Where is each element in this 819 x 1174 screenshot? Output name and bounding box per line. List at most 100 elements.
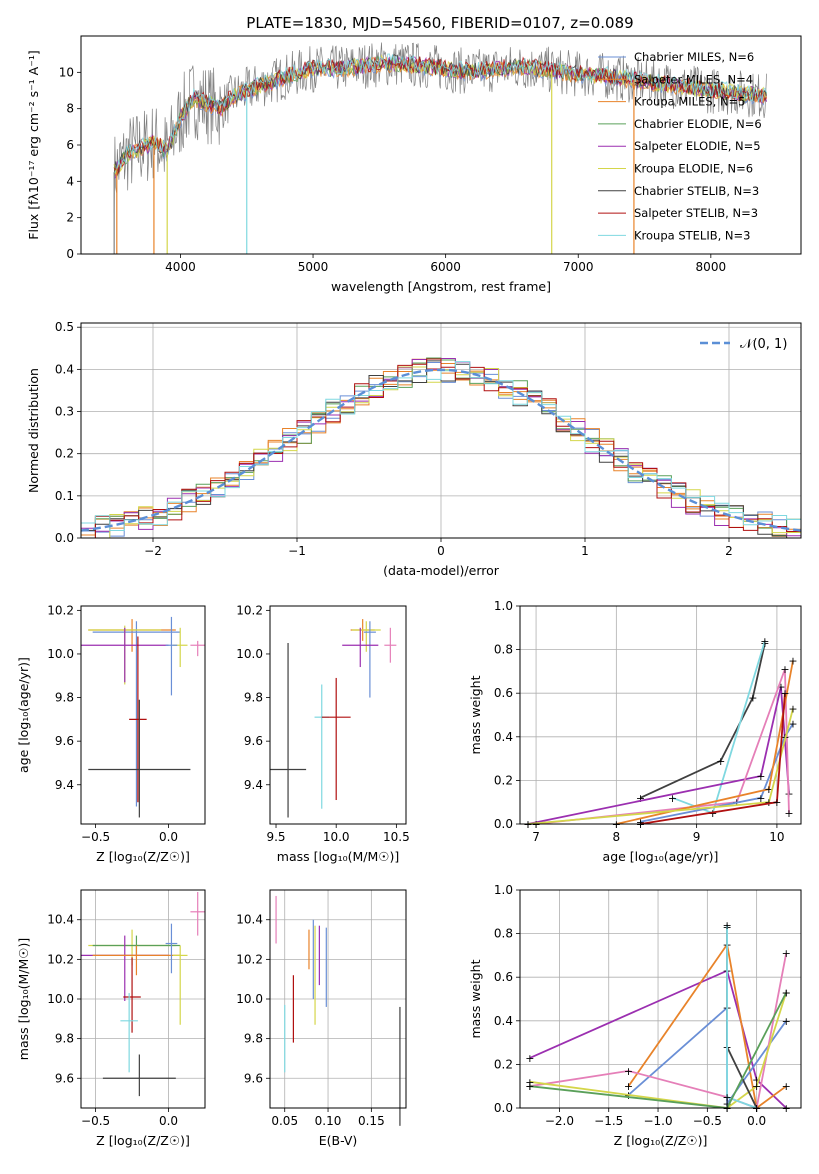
x-tick-label: 0.0 <box>159 830 178 844</box>
weight-marker: + <box>756 770 765 783</box>
x-tick-label: 9.5 <box>266 830 285 844</box>
x-axis-label: Z [log₁₀(Z/Z☉)] <box>96 1133 190 1148</box>
legend-entry: Chabrier MILES, N=6 <box>634 50 754 64</box>
x-axis-label: age [log₁₀(age/yr)] <box>603 849 719 864</box>
y-tick-label: 0.0 <box>55 531 74 545</box>
weight-line-kroupa_stelib <box>672 640 766 815</box>
x-tick-label: −0.5 <box>81 1114 110 1128</box>
x-tick-label: −2 <box>144 544 162 558</box>
residual-histogram-kroupa_stelib <box>81 361 801 537</box>
x-tick-label: 10.0 <box>323 830 350 844</box>
axes-frame <box>80 35 802 255</box>
x-tick-label: 1 <box>581 544 589 558</box>
weight-marker: + <box>782 947 791 960</box>
x-tick-label: −1.5 <box>594 1114 623 1128</box>
y-tick-label: 9.8 <box>244 1032 263 1046</box>
grid <box>81 890 205 1108</box>
y-tick-label: 10.0 <box>47 992 74 1006</box>
axes-frame <box>269 889 407 1109</box>
weight-line-salpeter_miles <box>627 942 787 1110</box>
x-tick-label: 0.15 <box>358 1114 385 1128</box>
y-tick-label: 6 <box>66 138 74 152</box>
x-axis-label: Z [log₁₀(Z/Z☉)] <box>96 849 190 864</box>
y-axis-label: mass weight <box>468 959 483 1038</box>
y-tick-label: 10 <box>59 65 74 79</box>
weight-line-kroupa_elodie <box>529 992 788 1109</box>
y-tick-label: 0.2 <box>494 1057 513 1071</box>
y-tick-label: 9.6 <box>55 734 74 748</box>
x-tick-label: 8 <box>613 830 621 844</box>
x-tick-label: 2 <box>725 544 733 558</box>
y-tick-label: 10.0 <box>47 647 74 661</box>
x-tick-label: −0.5 <box>81 830 110 844</box>
x-tick-label: 0.0 <box>159 1114 178 1128</box>
x-tick-label: 10.5 <box>383 830 410 844</box>
model-spectrum-kroupa_stelib <box>114 53 767 173</box>
legend-entry: Salpeter STELIB, N=3 <box>634 206 758 220</box>
x-tick-label: −0.5 <box>693 1114 722 1128</box>
weight-marker: + <box>760 635 769 648</box>
x-axis-label: (data-model)/error <box>383 563 500 578</box>
x-tick-label: 0.0 <box>747 1114 766 1128</box>
x-axis-label: wavelength [Angstrom, rest frame] <box>331 279 551 294</box>
weight-marker: + <box>772 796 781 809</box>
y-axis-label: age [log₁₀(age/yr)] <box>16 657 31 773</box>
legend-entry: Kroupa STELIB, N=3 <box>634 228 751 242</box>
y-tick-label: 10.2 <box>47 952 74 966</box>
weight-marker: + <box>525 1076 534 1089</box>
weight-marker: + <box>668 792 677 805</box>
weight-marker: + <box>624 1065 633 1078</box>
weight-line-chabrier_stelib <box>640 642 766 799</box>
mass-vs-metallicity-panel: −0.5 0.0 9.6 9.8 10.0 10.2 10.4 Z [log₁₀(Z/Z☉)]… <box>16 889 206 1148</box>
weight-marker: + <box>788 718 797 731</box>
weight-marker: + <box>788 655 797 668</box>
y-tick-label: 0.2 <box>55 447 74 461</box>
y-tick-label: 0.8 <box>494 643 513 657</box>
weight-line-kroupa_stelib <box>726 924 757 1109</box>
axes-frame <box>519 889 802 1109</box>
weight-marker: + <box>716 755 725 768</box>
weight-marker: + <box>788 702 797 715</box>
age-vs-metallicity-panel: −0.5 0.0 9.4 9.6 9.8 10.0 10.2 Z [log₁₀(Z/Z☉)] a… <box>16 603 206 864</box>
weight-marker: + <box>782 1080 791 1093</box>
y-tick-label: 0.3 <box>55 405 74 419</box>
weight-line-salpeter_stelib <box>640 693 786 825</box>
y-tick-label: 9.8 <box>55 691 74 705</box>
weight-marker: + <box>708 807 717 820</box>
x-tick-label: 0.10 <box>315 1114 342 1128</box>
y-tick-label: 0 <box>66 247 74 261</box>
axes-frame <box>519 605 802 825</box>
weight-marker: + <box>782 986 791 999</box>
x-tick-label: −1.0 <box>643 1114 672 1128</box>
weight-marker: + <box>525 1080 534 1093</box>
y-tick-label: 1.0 <box>494 599 513 613</box>
weight-marker: + <box>636 792 645 805</box>
y-tick-label: 9.6 <box>55 1071 74 1085</box>
legend-entry: Chabrier STELIB, N=3 <box>634 184 759 198</box>
x-tick-label: 4000 <box>165 260 196 274</box>
y-tick-label: 9.6 <box>244 1071 263 1085</box>
x-tick-label: 7 <box>532 830 540 844</box>
x-tick-label: −2.0 <box>545 1114 574 1128</box>
y-tick-label: 9.4 <box>55 778 74 792</box>
spectrum-lines <box>113 42 767 254</box>
y-tick-label: 10.2 <box>236 603 263 617</box>
y-tick-label: 0.6 <box>494 686 513 700</box>
y-tick-label: 2 <box>66 211 74 225</box>
y-tick-label: 0.0 <box>494 817 513 831</box>
weight-marker: + <box>776 681 785 694</box>
y-axis-label: mass [log₁₀(M/M☉)] <box>16 938 31 1060</box>
grid <box>270 890 406 1108</box>
y-tick-label: 0.5 <box>55 320 74 334</box>
axes-frame <box>269 605 407 825</box>
weight-marker: + <box>780 663 789 676</box>
legend-entry: Chabrier ELODIE, N=6 <box>634 117 762 131</box>
weight-marker: + <box>782 1015 791 1028</box>
weight-marker: + <box>784 807 793 820</box>
residual-histogram-panel: −2 −1 0 1 2 0.0 0.1 0.2 0.3 0.4 0.5 (data-model)/er… <box>26 320 802 578</box>
weight-marker: + <box>752 1080 761 1093</box>
axes-frame <box>80 889 206 1109</box>
x-tick-label: 8000 <box>696 260 727 274</box>
weight-marker: + <box>722 1098 731 1111</box>
mass-weight-vs-metallicity-panel: −2.0 −1.5 −1.0 −0.5 0.0 0.0 0.2 0.4 0.6 0.8 1.0 Z [… <box>468 883 802 1148</box>
